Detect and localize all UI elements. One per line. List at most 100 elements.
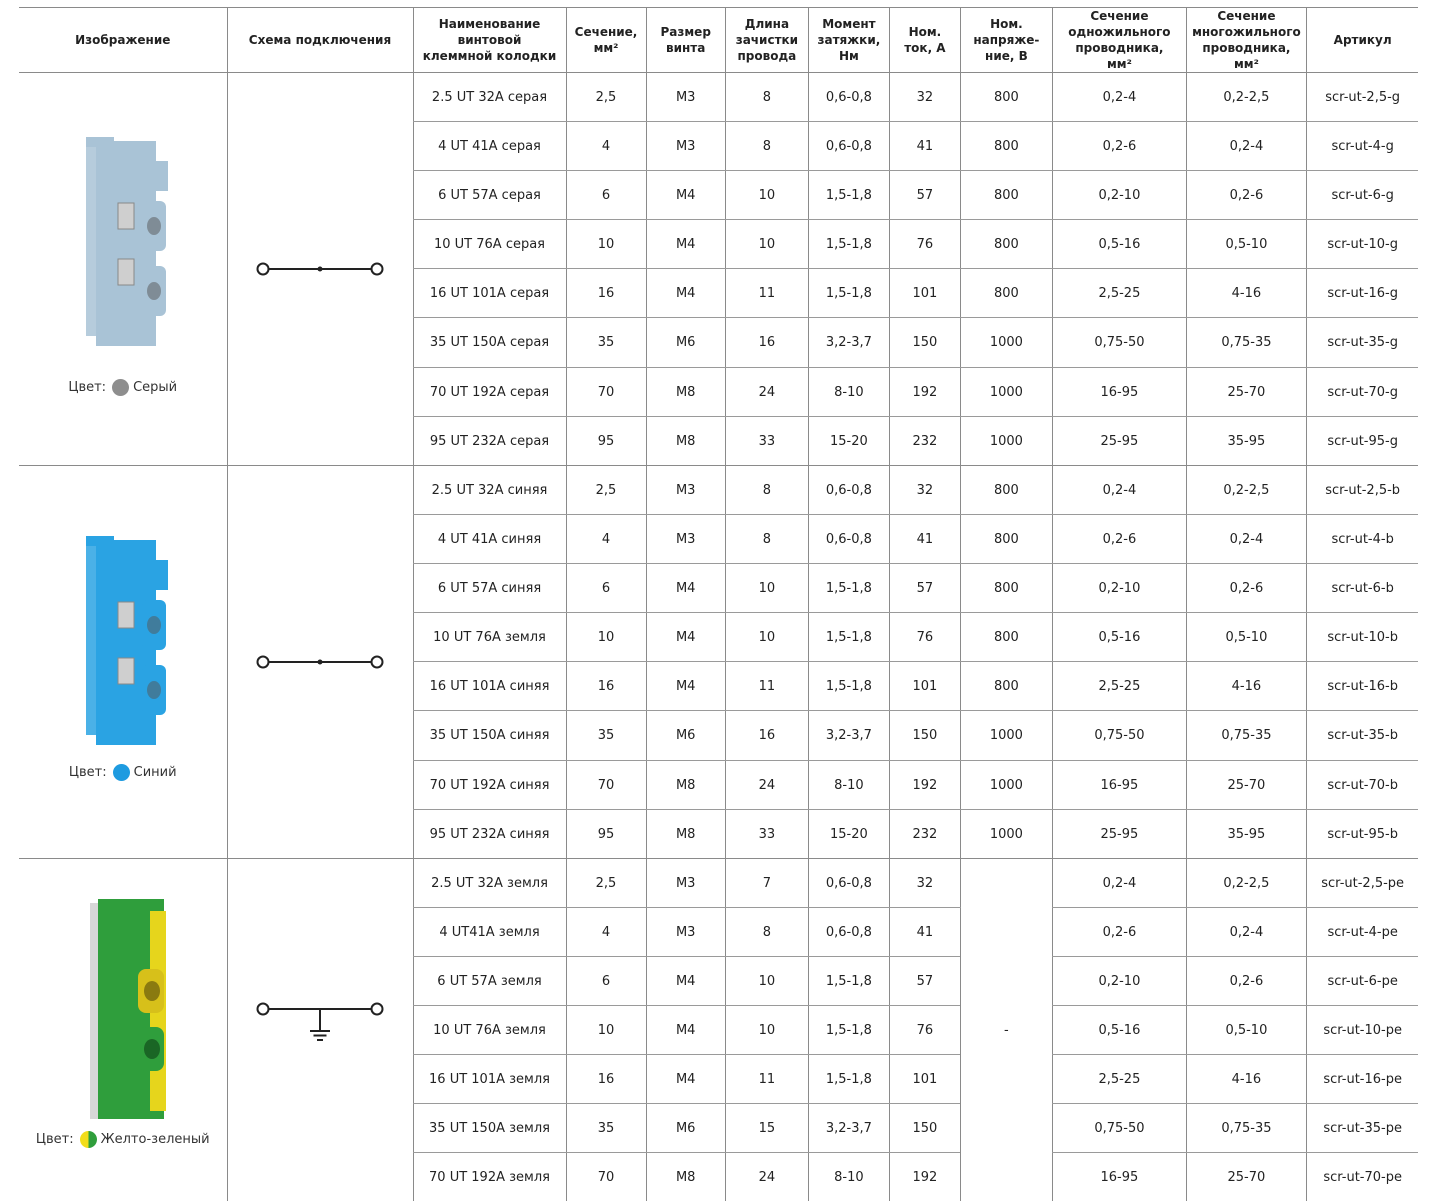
cell-name: 6 UT 57A земля [413,957,566,1006]
cell-current: 150 [889,1104,960,1153]
cell-section: 6 [566,171,646,220]
cell-multi-core: 0,5-10 [1186,220,1306,269]
cell-current: 76 [889,1006,960,1055]
cell-name: 70 UT 192A синяя [413,761,566,810]
cell-multi-core: 0,75-35 [1186,318,1306,368]
through-connection-icon [256,259,384,279]
cell-screw: M4 [646,269,725,318]
product-image-cell: Цвет:Желто-зеленый [19,859,227,1201]
cell-torque: 15-20 [808,810,889,859]
cell-screw: M4 [646,662,725,711]
cell-single-core: 0,2-6 [1052,122,1186,171]
cell-name: 95 UT 232A серая [413,417,566,466]
cell-voltage: 1000 [960,810,1052,859]
cell-screw: M6 [646,318,725,368]
cell-article: scr-ut-35-g [1306,318,1418,368]
cell-section: 10 [566,1006,646,1055]
cell-screw: M3 [646,515,725,564]
cell-screw: M8 [646,810,725,859]
cell-multi-core: 0,5-10 [1186,1006,1306,1055]
color-label: Цвет: [36,1132,74,1147]
color-name: Синий [134,765,177,780]
cell-torque: 0,6-0,8 [808,515,889,564]
connection-scheme-cell [227,466,413,859]
cell-single-core: 0,2-10 [1052,957,1186,1006]
cell-name: 35 UT 150A земля [413,1104,566,1153]
color-swatch-icon [113,764,130,781]
product-image-cell: Цвет:Синий [19,466,227,859]
cell-strip: 16 [725,318,808,368]
cell-voltage: 1000 [960,417,1052,466]
cell-name: 10 UT 76A серая [413,220,566,269]
cell-screw: M4 [646,613,725,662]
cell-single-core: 2,5-25 [1052,1055,1186,1104]
cell-torque: 1,5-1,8 [808,564,889,613]
cell-article: scr-ut-16-g [1306,269,1418,318]
cell-article: scr-ut-10-g [1306,220,1418,269]
cell-section: 6 [566,564,646,613]
header-section: Сечение, мм² [566,8,646,73]
cell-voltage: 800 [960,220,1052,269]
cell-multi-core: 0,2-4 [1186,908,1306,957]
cell-section: 4 [566,908,646,957]
terminal-block-image [68,131,178,356]
cell-name: 35 UT 150A серая [413,318,566,368]
cell-multi-core: 0,2-4 [1186,515,1306,564]
cell-strip: 10 [725,564,808,613]
cell-multi-core: 4-16 [1186,269,1306,318]
cell-multi-core: 0,2-6 [1186,564,1306,613]
cell-strip: 24 [725,1153,808,1201]
cell-voltage: 1000 [960,711,1052,761]
cell-strip: 8 [725,515,808,564]
cell-single-core: 0,75-50 [1052,1104,1186,1153]
cell-strip: 10 [725,220,808,269]
cell-current: 232 [889,417,960,466]
cell-single-core: 16-95 [1052,368,1186,417]
cell-single-core: 0,5-16 [1052,613,1186,662]
cell-torque: 0,6-0,8 [808,908,889,957]
cell-name: 2.5 UT 32A серая [413,73,566,122]
cell-single-core: 16-95 [1052,1153,1186,1201]
cell-torque: 8-10 [808,761,889,810]
cell-voltage: 800 [960,662,1052,711]
cell-section: 95 [566,810,646,859]
cell-screw: M4 [646,220,725,269]
through-connection-icon [256,652,384,672]
cell-section: 4 [566,122,646,171]
cell-torque: 1,5-1,8 [808,957,889,1006]
cell-article: scr-ut-70-pe [1306,1153,1418,1201]
cell-multi-core: 0,2-2,5 [1186,466,1306,515]
cell-single-core: 16-95 [1052,761,1186,810]
cell-single-core: 0,2-4 [1052,466,1186,515]
header-current: Ном. ток, А [889,8,960,73]
cell-multi-core: 0,2-2,5 [1186,859,1306,908]
cell-single-core: 0,2-4 [1052,73,1186,122]
color-legend: Цвет:Серый [19,379,227,396]
cell-strip: 11 [725,269,808,318]
header-row: Изображение Схема подключения Наименован… [19,8,1418,73]
cell-current: 101 [889,1055,960,1104]
cell-voltage: 800 [960,73,1052,122]
cell-name: 16 UT 101A земля [413,1055,566,1104]
cell-section: 2,5 [566,73,646,122]
cell-screw: M4 [646,564,725,613]
cell-voltage: 800 [960,122,1052,171]
cell-voltage: 800 [960,171,1052,220]
cell-torque: 3,2-3,7 [808,1104,889,1153]
cell-torque: 1,5-1,8 [808,1006,889,1055]
cell-torque: 1,5-1,8 [808,613,889,662]
cell-screw: M4 [646,1055,725,1104]
cell-section: 16 [566,662,646,711]
color-legend: Цвет:Желто-зеленый [19,1131,227,1148]
cell-voltage: 1000 [960,368,1052,417]
cell-voltage-merged: - [960,859,1052,1201]
cell-screw: M8 [646,761,725,810]
cell-name: 70 UT 192A серая [413,368,566,417]
cell-current: 57 [889,957,960,1006]
cell-torque: 3,2-3,7 [808,318,889,368]
connection-scheme-cell [227,73,413,466]
cell-article: scr-ut-16-pe [1306,1055,1418,1104]
cell-multi-core: 0,75-35 [1186,711,1306,761]
cell-single-core: 0,2-10 [1052,171,1186,220]
